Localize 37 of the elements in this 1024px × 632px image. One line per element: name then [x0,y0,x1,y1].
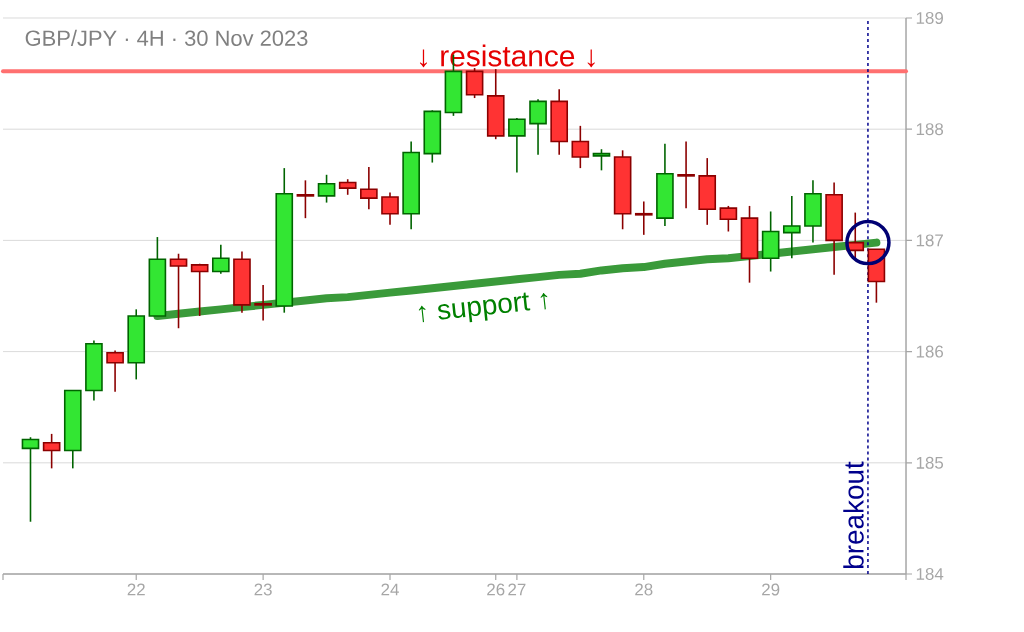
candlestick [571,125,590,169]
candlestick [381,191,399,226]
chart-title: GBP/JPY · 4H · 30 Nov 2023 [25,29,308,46]
y-tick-label: 185 [916,456,944,469]
y-tick-label: 187 [916,234,943,247]
candlestick [317,173,336,204]
candlestick [42,433,61,470]
x-tick-label: 29 [762,583,780,596]
candlestick [465,67,484,99]
candlestick [677,140,695,209]
candlestick [508,117,526,174]
x-tick-label: 26 [487,583,505,596]
y-tick-label: 188 [916,123,944,136]
candlestick [782,195,801,259]
candlestick [211,244,230,275]
candlestick [169,252,188,330]
candlestick [634,200,653,236]
ref-line-label: ↓ resistance ↓ [419,44,595,68]
candlestick [592,148,611,172]
candlestick [360,166,378,211]
y-tick-label: 184 [916,568,944,580]
x-tick-label: 28 [635,583,653,596]
x-tick-label: 22 [127,583,145,596]
text: ↑ support ↑ [418,292,548,323]
candlestick [190,262,209,317]
x-tick-label: 23 [254,583,272,596]
candlestick [21,436,40,523]
candlestick [254,284,272,322]
candlestick [529,98,547,156]
x-tick-label: 24 [381,583,399,596]
y-tick-label: 186 [916,345,944,358]
candlestick [296,179,315,219]
annotation: breakout [843,461,864,568]
candlestick [106,349,124,393]
candlestick [719,205,738,233]
x-tick-label: 27 [508,583,526,596]
y-tick-label: 189 [916,11,943,24]
